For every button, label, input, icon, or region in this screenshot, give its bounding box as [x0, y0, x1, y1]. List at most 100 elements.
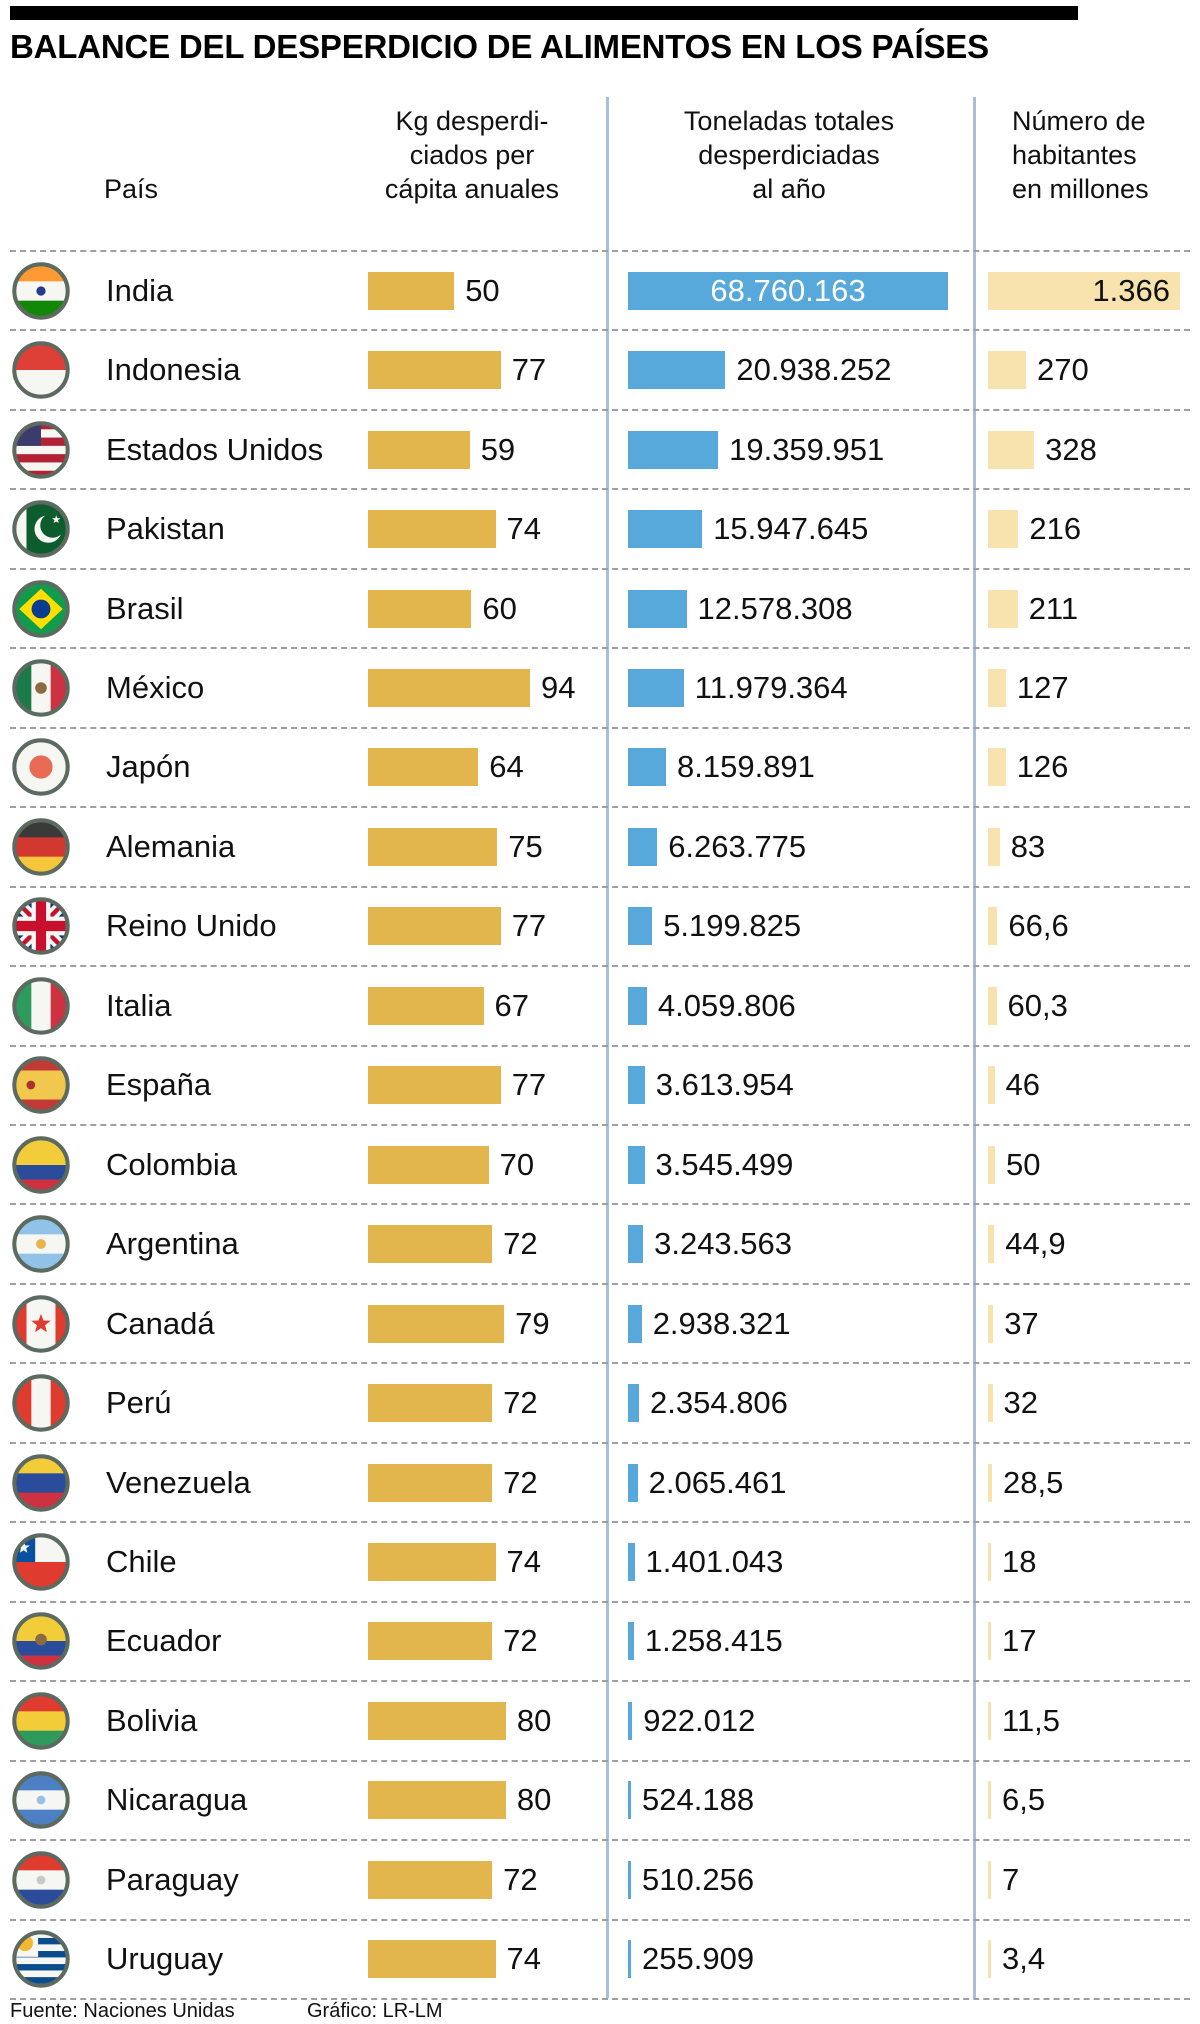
- country-name: México: [106, 669, 205, 705]
- country-flag-icon: [12, 738, 70, 797]
- country-flag-icon: [12, 1851, 70, 1909]
- pop-cell: 328: [988, 411, 1097, 488]
- tons-cell: 255.909: [628, 1921, 754, 1998]
- country-flag-icon: [12, 579, 70, 638]
- tons-value: 8.159.891: [677, 749, 815, 785]
- kg-cell: 77: [368, 1047, 546, 1124]
- pop-bar: [988, 1463, 992, 1502]
- tons-value-inside: 68.760.163: [710, 272, 866, 308]
- tons-value: 1.258.415: [644, 1623, 783, 1659]
- tons-value: 3.243.563: [654, 1226, 793, 1262]
- tons-value: 510.256: [642, 1861, 755, 1897]
- table-row: Argentina 72 3.243.563 44,9: [10, 1205, 1190, 1285]
- country-name: Reino Unido: [106, 908, 277, 944]
- graphic-credit: Gráfico: LR-LM: [307, 2000, 443, 2022]
- tons-bar: [628, 1463, 638, 1502]
- kg-value: 64: [489, 749, 524, 785]
- tons-value: 11.979.364: [694, 669, 848, 705]
- pop-value: 32: [1003, 1385, 1038, 1421]
- pop-cell: 1.366: [988, 252, 1180, 329]
- kg-bar: [368, 1225, 493, 1264]
- country-name: España: [106, 1067, 212, 1103]
- col-header-habitantes: Número de habitantes en millones: [1012, 106, 1149, 204]
- country-name: India: [106, 272, 174, 308]
- table-row: Estados Unidos 59 19.359.951 328: [10, 411, 1190, 491]
- kg-bar: [368, 668, 530, 707]
- pop-cell: 83: [988, 808, 1045, 885]
- pop-value: 60,3: [1007, 987, 1068, 1023]
- tons-bar: [628, 1542, 635, 1581]
- kg-bar: [368, 907, 501, 946]
- kg-value: 77: [511, 352, 547, 388]
- country-name: Perú: [106, 1385, 172, 1421]
- kg-value: 70: [499, 1146, 535, 1182]
- country-flag-icon: [12, 262, 70, 320]
- tons-bar: [628, 986, 647, 1025]
- kg-cell: 74: [368, 490, 541, 567]
- pop-value: 216: [1029, 511, 1082, 547]
- pop-cell: 37: [988, 1285, 1039, 1362]
- kg-bar: [368, 1145, 489, 1184]
- pop-cell: 32: [988, 1364, 1038, 1441]
- table-row: Paraguay 72 510.256 7: [10, 1841, 1190, 1921]
- tons-cell: 510.256: [628, 1841, 754, 1918]
- tons-cell: 12.578.308: [628, 570, 853, 647]
- pop-bar: [988, 430, 1035, 469]
- tons-cell: 1.258.415: [628, 1603, 783, 1680]
- kg-value: 72: [503, 1623, 538, 1659]
- table-row: Chile 74 1.401.043 18: [10, 1523, 1190, 1603]
- pop-cell: 28,5: [988, 1444, 1063, 1521]
- kg-bar: [368, 1463, 493, 1502]
- source-credit: Fuente: Naciones Unidas: [10, 2000, 235, 2022]
- country-name: Ecuador: [106, 1623, 222, 1659]
- pop-bar: [988, 1701, 991, 1740]
- kg-value: 94: [541, 669, 576, 705]
- kg-bar: [368, 748, 479, 787]
- table-row: Indonesia 77 20.938.252 270: [10, 331, 1190, 411]
- pop-bar: [988, 589, 1018, 628]
- kg-cell: 77: [368, 331, 546, 408]
- tons-bar: [628, 1781, 631, 1820]
- table-row: Perú 72 2.354.806 32: [10, 1364, 1190, 1444]
- country-name: Pakistan: [106, 511, 225, 547]
- column-separator-2: [973, 97, 976, 1998]
- tons-bar: [628, 1940, 631, 1979]
- kg-value: 67: [494, 987, 529, 1023]
- kg-value: 72: [503, 1861, 538, 1897]
- kg-value: 60: [482, 590, 517, 626]
- pop-cell: 216: [988, 490, 1081, 567]
- tons-value: 15.947.645: [713, 511, 869, 547]
- tons-bar: [628, 589, 687, 628]
- pop-cell: 18: [988, 1523, 1036, 1600]
- kg-cell: 70: [368, 1126, 534, 1203]
- tons-bar: [628, 1304, 642, 1343]
- tons-cell: 68.760.163: [628, 252, 948, 329]
- kg-bar: [368, 1066, 501, 1105]
- table-row: Alemania 75 6.263.775 83: [10, 808, 1190, 888]
- tons-value: 19.359.951: [729, 431, 885, 467]
- kg-cell: 72: [368, 1364, 538, 1441]
- pop-bar: [988, 1622, 991, 1661]
- country-flag-icon: [12, 818, 70, 876]
- table-row: México 94 11.979.364 127: [10, 649, 1190, 729]
- tons-value: 20.938.252: [736, 352, 892, 388]
- kg-cell: 50: [368, 252, 500, 329]
- kg-cell: 67: [368, 967, 529, 1044]
- kg-value: 74: [506, 511, 541, 547]
- kg-cell: 80: [368, 1762, 551, 1839]
- pop-bar: [988, 351, 1026, 390]
- kg-cell: 60: [368, 570, 517, 647]
- pop-bar: 1.366: [988, 271, 1180, 310]
- pop-value: 11,5: [1002, 1702, 1061, 1738]
- kg-bar: [368, 430, 470, 469]
- table-row: India 50 68.760.163 1.366: [10, 252, 1190, 332]
- table-row: Japón 64 8.159.891 126: [10, 729, 1190, 809]
- kg-bar: [368, 1781, 506, 1820]
- country-flag-icon: [12, 1136, 70, 1194]
- pop-value: 83: [1010, 828, 1046, 864]
- kg-bar: [368, 351, 501, 390]
- country-name: Indonesia: [106, 352, 241, 388]
- tons-bar: 68.760.163: [628, 271, 948, 310]
- tons-cell: 19.359.951: [628, 411, 884, 488]
- pop-value: 28,5: [1003, 1464, 1064, 1500]
